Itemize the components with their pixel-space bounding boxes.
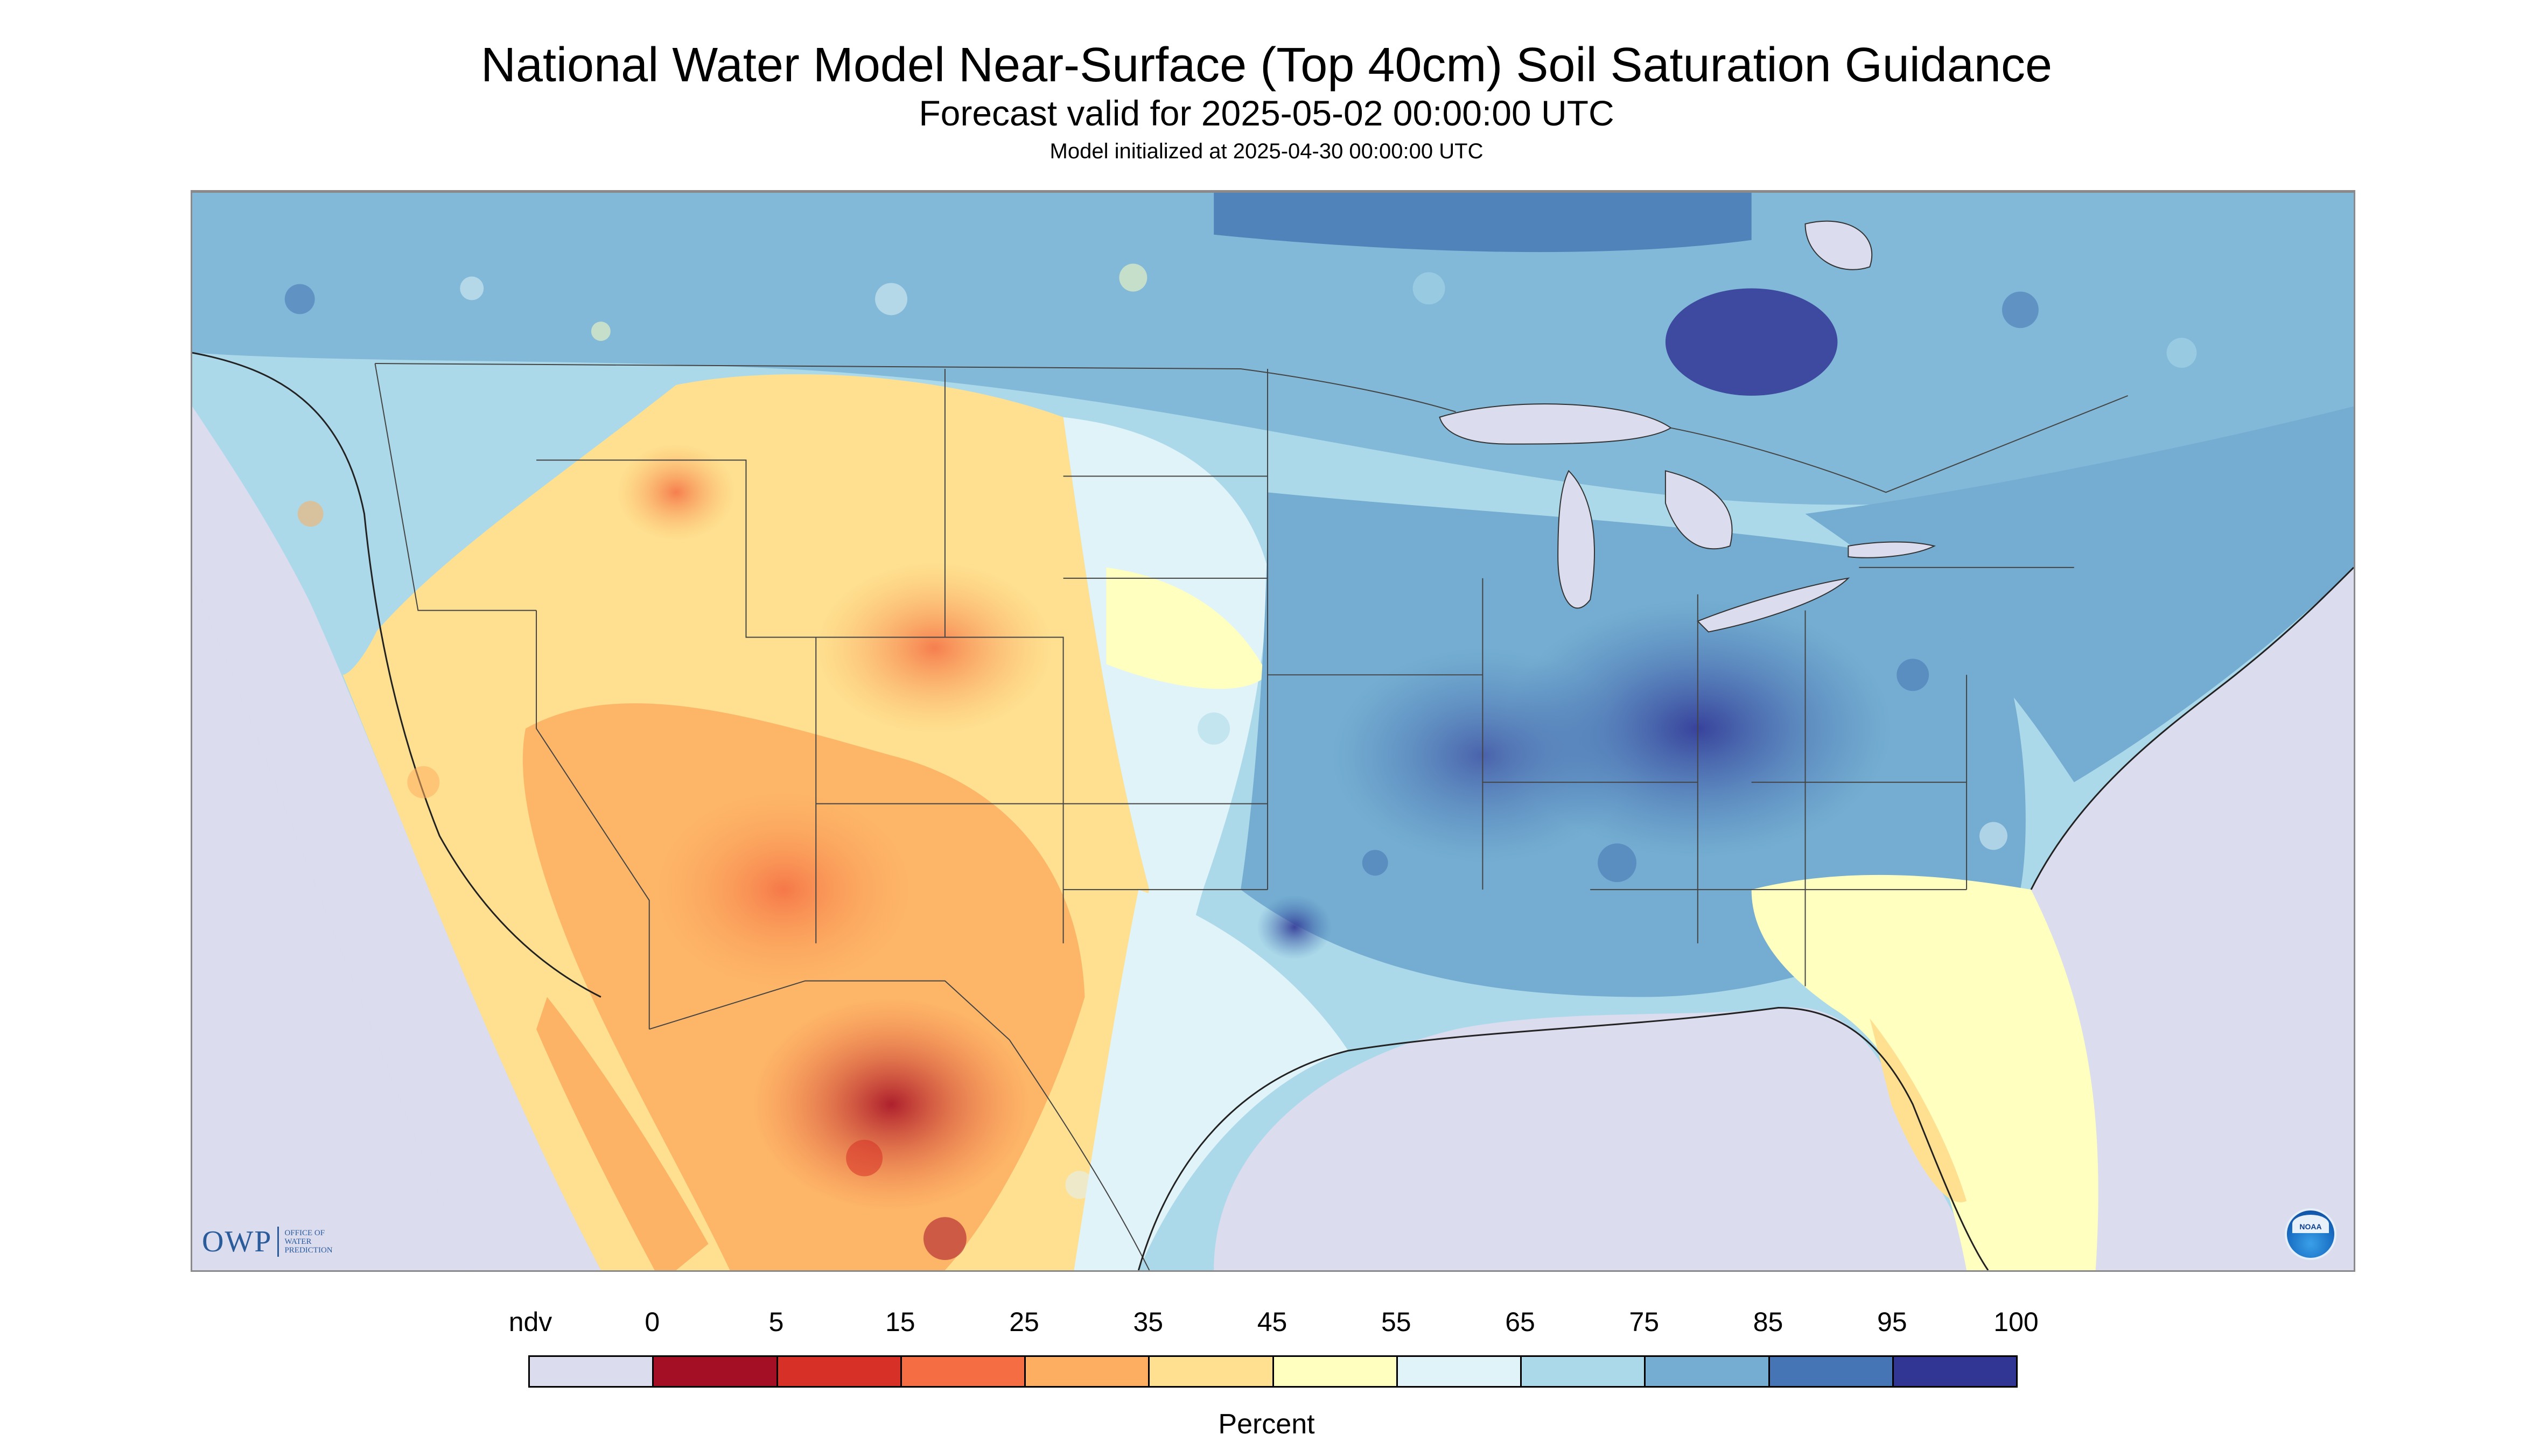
speckle-texture: [284, 263, 2197, 1261]
nebraska-moderate: [1106, 567, 1268, 689]
legend-swatch-65-75: [1520, 1355, 1646, 1388]
legend-tick-label: 5: [768, 1307, 784, 1337]
legend-swatch-35-45: [1148, 1355, 1274, 1388]
gulf-of-mexico: [1214, 1007, 1989, 1270]
texas-coast: [1074, 890, 1348, 1270]
lake-erie: [1697, 577, 1850, 633]
forecast-valid-subtitle: Forecast valid for 2025-05-02 00:00:00 U…: [919, 93, 1614, 133]
owp-subtitle: OFFICE OF WATER PREDICTION: [284, 1229, 332, 1255]
texas-wet-spot: [1257, 895, 1332, 960]
ontario-saturated: [1665, 288, 1838, 396]
legend-swatch-ndv: [528, 1355, 654, 1388]
state-boundaries: [374, 363, 2128, 1270]
wyoming-dry: [816, 562, 1053, 734]
hudson-bay-wet: [1214, 192, 1752, 253]
lake-ontario: [1848, 541, 1936, 558]
legend-swatch-15-25: [900, 1355, 1026, 1388]
lake-michigan: [1557, 470, 1595, 609]
legend-tick-label: 100: [1993, 1307, 2039, 1337]
lake-huron: [1664, 470, 1733, 550]
soil-saturation-map: OWP OFFICE OF WATER PREDICTION NOAA: [191, 190, 2355, 1272]
legend-tick-label: 35: [1133, 1307, 1164, 1337]
noaa-logo: NOAA: [2285, 1208, 2336, 1260]
model-initialized-note: Model initialized at 2025-04-30 00:00:00…: [1049, 139, 1484, 163]
coastlines: [192, 352, 2354, 1270]
legend-tick-label: 25: [1009, 1307, 1039, 1337]
legend-tick-label: 45: [1257, 1307, 1288, 1337]
montana-dry-spot: [617, 444, 736, 541]
owp-line-2: WATER: [284, 1237, 312, 1246]
four-corners-dry: [643, 782, 923, 997]
legend-tick-label: 15: [885, 1307, 915, 1337]
chart-title: National Water Model Near-Surface (Top 4…: [480, 38, 2052, 92]
lake-superior: [1439, 403, 1672, 445]
legend-swatch-95-100: [1892, 1355, 2018, 1388]
pacific-ocean: [192, 374, 601, 1270]
southeast-moderate: [1751, 874, 2098, 1270]
legend-tick-label: 75: [1629, 1307, 1660, 1337]
florida-drier: [1870, 1018, 1967, 1202]
legend-swatch-45-55: [1272, 1355, 1398, 1388]
legend-swatch-55-65: [1396, 1355, 1522, 1388]
legend-tick-label: 95: [1877, 1307, 1907, 1337]
legend-unit-label: Percent: [1218, 1409, 1315, 1440]
canada-wet-band: [192, 192, 2354, 505]
baja-dry: [536, 997, 709, 1270]
owp-line-3: PREDICTION: [284, 1246, 333, 1255]
chihuahua-very-dry: [751, 997, 1031, 1212]
legend-swatch-25-35: [1024, 1355, 1150, 1388]
northeast-wet: [1805, 406, 2354, 782]
nodata-left-wedge: [192, 578, 472, 1270]
legend-tick-label: 0: [645, 1307, 660, 1337]
legend-swatch-75-85: [1644, 1355, 1770, 1388]
atlantic-ocean: [2031, 567, 2354, 1270]
legend-swatch-85-95: [1768, 1355, 1894, 1388]
lake-nipigon: [1804, 220, 1873, 270]
legend-swatch-0-5: [652, 1355, 778, 1388]
owp-separator: [277, 1227, 279, 1257]
legend-tick-label: 85: [1753, 1307, 1783, 1337]
legend-tick-label: 65: [1505, 1307, 1535, 1337]
legend-tick-label: 55: [1381, 1307, 1411, 1337]
owp-wordmark: OWP: [202, 1225, 272, 1258]
legend-tick-label: ndv: [508, 1307, 552, 1337]
noaa-wordmark: NOAA: [2299, 1222, 2322, 1231]
owp-line-1: OFFICE OF: [284, 1229, 325, 1237]
map-canvas: [192, 192, 2354, 1270]
owp-logo: OWP OFFICE OF WATER PREDICTION: [202, 1225, 333, 1258]
legend-swatch-5-15: [776, 1355, 902, 1388]
